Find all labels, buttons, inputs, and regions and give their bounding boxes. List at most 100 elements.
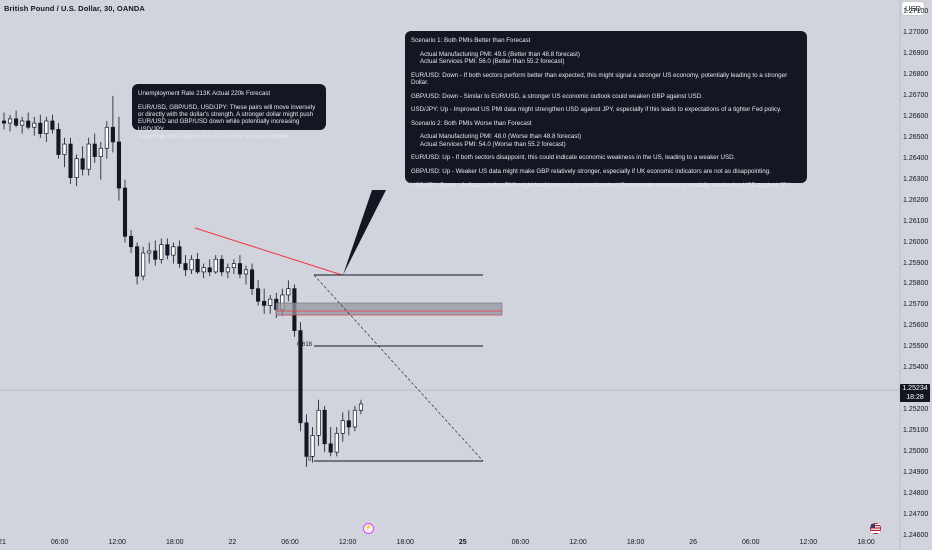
- chart-title: British Pound / U.S. Dollar, 30, OANDA: [4, 4, 145, 13]
- price-axis-label: 1.26600: [903, 112, 929, 120]
- candle-body: [262, 300, 267, 306]
- scenario2-usdjpy: USD/JPY: Down - A disappointing PMI migh…: [411, 181, 792, 189]
- candle-body: [153, 250, 158, 260]
- price-axis-label: 1.26000: [903, 238, 929, 246]
- lightning-event-icon[interactable]: ⚡: [363, 523, 374, 534]
- us-flag-event-icon[interactable]: [870, 523, 881, 534]
- scenario1-detail: Actual Manufacturing PMI: 49.5 (Better t…: [420, 50, 580, 65]
- time-axis-label: 12:00: [569, 539, 587, 546]
- price-axis-label: 1.25900: [903, 259, 929, 267]
- price-axis-label: 1.25200: [903, 406, 929, 414]
- candle-body: [159, 244, 164, 260]
- candle-body: [225, 267, 230, 273]
- callout-unemployment[interactable]: Unemployment Rate 213K Actual 220k Forec…: [132, 84, 326, 140]
- candle-body: [86, 143, 91, 170]
- callout-unemployment-body: EUR/USD, GBP/USD, USD/JPY: These pairs w…: [138, 103, 316, 141]
- price-axis-label: 1.25800: [903, 280, 929, 288]
- scenario2-gbpusd: GBP/USD: Up - Weaker US data might make …: [411, 167, 771, 175]
- scenario1-usdjpy: USD/JPY: Up - Improved US PMI data might…: [411, 106, 782, 114]
- callout-big-pointer: [343, 190, 386, 275]
- fib-label-618: 0.618: [297, 342, 313, 348]
- price-axis-label: 1.27000: [903, 28, 929, 36]
- candle-body: [189, 258, 194, 271]
- time-axis-label: 06:00: [50, 539, 69, 546]
- candle-body: [135, 246, 140, 277]
- price-axis-label: 1.25100: [903, 427, 929, 435]
- time-axis-label: 06:00: [742, 539, 760, 546]
- current-price-badge: 1.25234 18:28: [900, 384, 930, 402]
- us-flag-icon: [871, 524, 880, 533]
- time-axis-label: 18:00: [166, 539, 184, 546]
- price-axis-label: 1.25600: [903, 322, 929, 330]
- callout-pmi-scenarios[interactable]: Scenario 1: Both PMIs Better than Foreca…: [405, 31, 807, 189]
- candle-body: [62, 143, 67, 155]
- candle-body: [256, 288, 261, 302]
- candle-body: [20, 120, 25, 126]
- candle-body: [116, 141, 122, 189]
- time-axis-label: 12:00: [108, 539, 126, 546]
- candle-body: [68, 143, 73, 178]
- candle-body: [104, 126, 109, 149]
- candle-body: [352, 409, 357, 428]
- candle-body: [286, 288, 291, 296]
- candle-body: [74, 158, 79, 178]
- fib-diagonal[interactable]: [313, 274, 484, 462]
- candle-body: [304, 422, 309, 457]
- candle-body: [171, 246, 176, 256]
- time-axis-label: 21: [0, 539, 6, 546]
- scenario1-title: Scenario 1: Both PMIs Better than Foreca…: [411, 37, 531, 44]
- supply-zone[interactable]: [275, 302, 503, 316]
- candle-body: [92, 143, 97, 157]
- candle-body: [165, 244, 170, 256]
- candle-body: [213, 258, 218, 273]
- scenario1-eurusd: EUR/USD: Down - If both sectors perform …: [411, 71, 788, 86]
- time-axis-label: 22: [228, 539, 237, 546]
- scenario2-detail: Actual Manufacturing PMI: 48.0 (Worse th…: [420, 133, 582, 148]
- candle-body: [110, 126, 115, 143]
- candle-body: [80, 158, 85, 170]
- fib-label-0: 0: [308, 457, 312, 463]
- price-axis-label: 1.25400: [903, 364, 929, 372]
- price-axis-label: 1.26900: [903, 49, 929, 57]
- price-axis-label: 1.26400: [903, 154, 929, 162]
- price-axis-label: 1.27100: [903, 8, 929, 15]
- price-axis-label: 1.26200: [903, 196, 929, 204]
- time-axis-label: 26: [689, 539, 698, 546]
- candle-body: [44, 120, 49, 134]
- candle-body: [122, 187, 128, 237]
- time-axis-label: 06:00: [281, 539, 299, 546]
- candlesticks: [1, 95, 364, 467]
- candle-body: [32, 122, 37, 128]
- candle-body: [177, 246, 182, 264]
- price-axis-label: 1.24900: [903, 469, 929, 477]
- price-axis-label: 1.25700: [903, 301, 929, 309]
- candle-body: [38, 122, 43, 134]
- candle-body: [195, 258, 200, 273]
- scenario1-gbpusd: GBP/USD: Down - Similar to EUR/USD, a st…: [411, 92, 703, 100]
- trendline[interactable]: [194, 227, 343, 276]
- candle-body: [310, 435, 315, 457]
- candle-body: [14, 118, 19, 126]
- candle-body: [328, 443, 333, 453]
- candle-body: [250, 269, 255, 290]
- candle-body: [346, 420, 351, 428]
- candle-body: [50, 120, 55, 130]
- candle-body: [98, 147, 103, 157]
- currency-button[interactable]: USD: [902, 2, 924, 15]
- candle-body: [340, 420, 345, 434]
- candle-body: [231, 263, 236, 269]
- scenario2-title: Scenario 2: Both PMIs Worse than Forecas…: [411, 119, 532, 127]
- current-price-value: 1.25234: [902, 385, 928, 392]
- candle-body: [147, 250, 152, 254]
- candle-body: [322, 409, 327, 445]
- callout-unemployment-title: Unemployment Rate 213K Actual 220k Forec…: [138, 90, 271, 97]
- scenario2-eurusd: EUR/USD: Up - If both sectors disappoint…: [411, 154, 736, 162]
- candle-body: [129, 235, 134, 248]
- candle-body: [8, 118, 13, 124]
- price-axis-label: 1.26100: [903, 217, 929, 225]
- candle-body: [201, 267, 206, 273]
- candle-body: [26, 120, 31, 128]
- candle-body: [237, 263, 243, 275]
- price-axis-label: 1.26700: [903, 91, 929, 99]
